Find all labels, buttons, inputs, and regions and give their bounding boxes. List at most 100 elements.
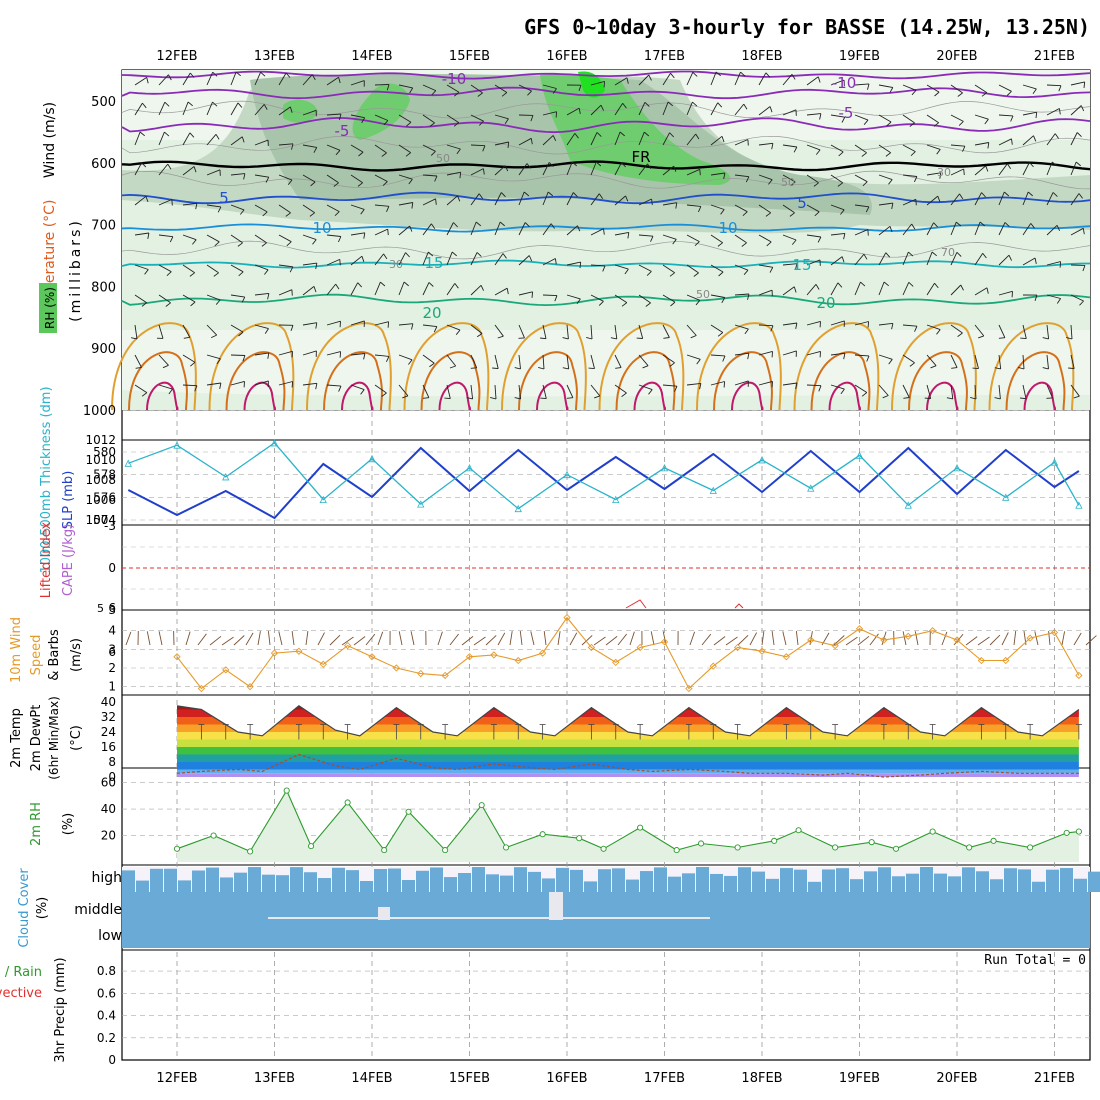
temp-band [177,747,1079,755]
wind-barb [158,74,169,86]
wind10m-point [685,684,693,693]
wind-barb [470,114,484,122]
wind-barb [758,264,773,268]
wind-barb [446,251,453,266]
thickness-point [904,501,912,509]
cloud-high-bar [780,868,793,892]
bottom-date-label: 19FEB [839,1071,880,1086]
wind-barb [950,354,958,368]
wind-barb [974,324,985,337]
temp2m-label-c: (6hr Min/Max) [47,696,61,780]
wind-barb [566,384,574,398]
wind-barb [734,204,748,213]
wind-barb-flag [1027,191,1033,197]
wind-barb [806,204,820,213]
wind-barb [230,294,245,298]
wind-barb [518,191,525,206]
wind-barb-flag [214,241,220,247]
wind-barb [878,114,892,123]
wind10m-point [782,653,791,661]
wind-barb-flag [360,209,365,215]
wind-barb-flag [715,71,721,77]
wind-barb-flag [291,143,294,150]
wind-barb [374,174,388,182]
wind-barb [302,204,315,214]
thickness-point [124,459,132,467]
wind-barb [710,71,717,86]
wind-barb-flag [579,262,582,269]
wind-barb-flag [742,211,748,217]
wind10m-point [807,636,815,644]
temp2m-tick: 8 [108,755,116,769]
wind10m-barb [869,633,879,646]
wind-barb [950,168,964,176]
wind10m-point [612,658,620,667]
wind-barb-flag [600,105,605,111]
cloud-high-bar [1074,878,1087,892]
wind-barb [590,80,605,86]
wind-barb-flag [428,251,434,257]
cloud-high-bar [178,880,191,892]
wind-barb-flag [1029,162,1034,168]
wind10m-barb [341,636,354,646]
wind-barb-flag [189,72,195,78]
wind-barb [470,384,474,399]
wind-barb [830,256,843,266]
wind-barb [542,162,550,176]
wind-barb-flag [1073,395,1080,399]
wind-barb-flag [936,329,941,335]
wind-barb-flag [387,321,390,328]
wind-barb-flag [380,281,386,287]
cloud-high-bar [1032,881,1045,892]
wind-barb [1022,324,1027,339]
wind-barb [590,228,604,236]
surface-temp-contour [243,381,276,411]
surface-temp-contour [908,351,968,411]
wind-barb-flag [454,91,460,97]
wind10m-point [855,625,864,633]
wind-barb [830,320,845,326]
wind-barb [758,142,773,146]
wind-barb [710,172,725,176]
wind-barb [782,382,797,386]
wind-barb-flag [194,385,198,392]
wind-barb-flag [574,133,579,139]
wind-barb-flag [622,103,627,109]
wind-barb [398,323,413,326]
pressure-tick: 1000 [83,404,116,419]
cloud-high-bar [668,876,681,892]
wind-barb [158,163,169,176]
cloud-high-bar [1060,868,1073,892]
rh2m-point [868,839,875,846]
wind-barb-flag [815,149,821,155]
wind-barb [494,354,499,369]
wind-barb-flag [793,286,797,293]
temp-band [177,705,1079,710]
wind-barb-flag [357,182,363,187]
wind10m-barb [953,634,964,646]
wind-barb [614,103,624,116]
cloud-high-bar [248,867,261,892]
wind10m-point [490,651,498,659]
rh-low [122,390,1090,410]
wind-barb-flag [454,283,459,289]
wind-barb-flag [625,195,629,202]
wind-barb [734,174,749,178]
wind-barb-flag [242,355,246,362]
thickness-point [758,456,766,464]
cloud-high-bar [1088,871,1100,892]
wind-barb-flag [285,212,291,217]
wind-barb-flag [435,198,437,205]
wind-barb-flag [383,120,389,126]
wind-barb [998,324,1006,338]
wind-barb-flag [722,355,726,362]
thickness-point [612,495,620,503]
wind-barb [902,198,916,206]
wind-barb-flag [692,71,698,77]
wind-barb [710,234,723,244]
wind10m-barb [221,636,234,646]
wind-barb-flag [289,106,293,113]
wind10m-barb [845,636,858,646]
wind-barb-flag [144,269,149,275]
wind-barb-flag [166,271,172,277]
